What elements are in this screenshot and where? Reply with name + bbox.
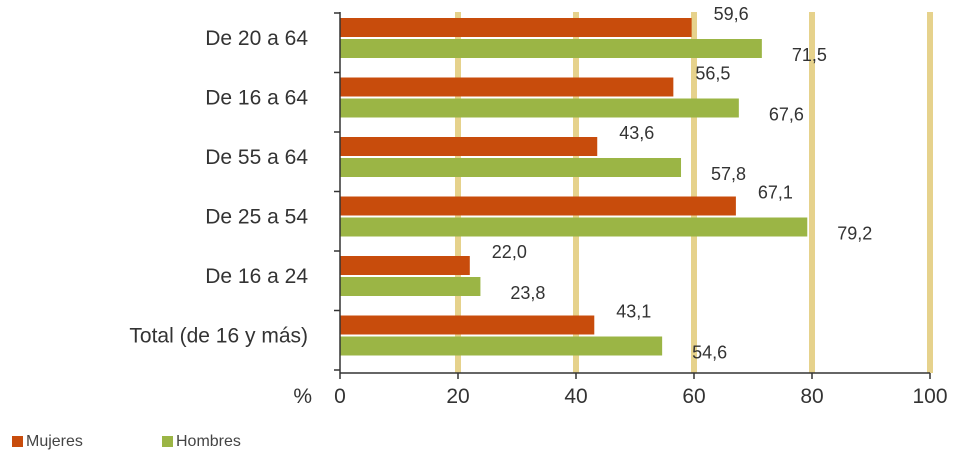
legend-label-mujeres: Mujeres [26,433,83,450]
gridlines [455,12,933,373]
data-label: 57,8 [711,164,746,184]
category-label: De 16 a 64 [205,87,308,110]
bar-hombres [340,39,762,58]
data-label: 23,8 [510,283,545,303]
legend-swatch-hombres [162,436,173,447]
data-label: 67,1 [758,183,793,203]
axes [334,12,931,379]
category-label: De 55 a 64 [205,146,308,169]
bar-hombres [340,336,663,356]
bars [340,18,808,356]
data-label: 22,0 [492,242,527,262]
bar-mujeres [340,196,736,216]
x-axis-label: % [293,385,312,408]
x-tick-label: 40 [564,385,587,408]
data-label: 43,6 [619,123,654,143]
bar-mujeres [340,77,674,97]
data-label: 79,2 [837,224,872,244]
x-tick-label: 0 [334,385,346,408]
legend-swatch-mujeres [12,436,23,447]
bar-hombres [340,158,682,177]
category-label: De 20 a 64 [205,27,308,50]
category-label: De 25 a 54 [205,206,308,229]
data-label: 56,5 [695,64,730,84]
bar-mujeres [340,18,692,37]
legend: Mujeres Hombres [12,433,241,450]
x-tick-label: 100 [912,385,947,408]
bar-mujeres [340,256,470,275]
legend-label-hombres: Hombres [176,433,241,450]
data-label: 67,6 [769,105,804,125]
x-tick-label: 60 [682,385,705,408]
bar-hombres [340,277,481,296]
data-label: 54,6 [692,343,727,363]
category-label: Total (de 16 y más) [129,325,308,348]
bar-hombres [340,98,739,118]
category-label: De 16 a 24 [205,265,308,288]
x-tick-label: 80 [800,385,823,408]
data-label: 71,5 [792,45,827,65]
bar-mujeres [340,315,595,335]
data-label: 59,6 [714,4,749,24]
x-tick-label: 20 [446,385,469,408]
bar-hombres [340,217,808,237]
data-label: 43,1 [616,302,651,322]
labels: 59,6 71,5 De 20 a 64 56,5 67,6 De 16 a 64 43,6… [129,4,947,408]
bar-mujeres [340,137,598,156]
